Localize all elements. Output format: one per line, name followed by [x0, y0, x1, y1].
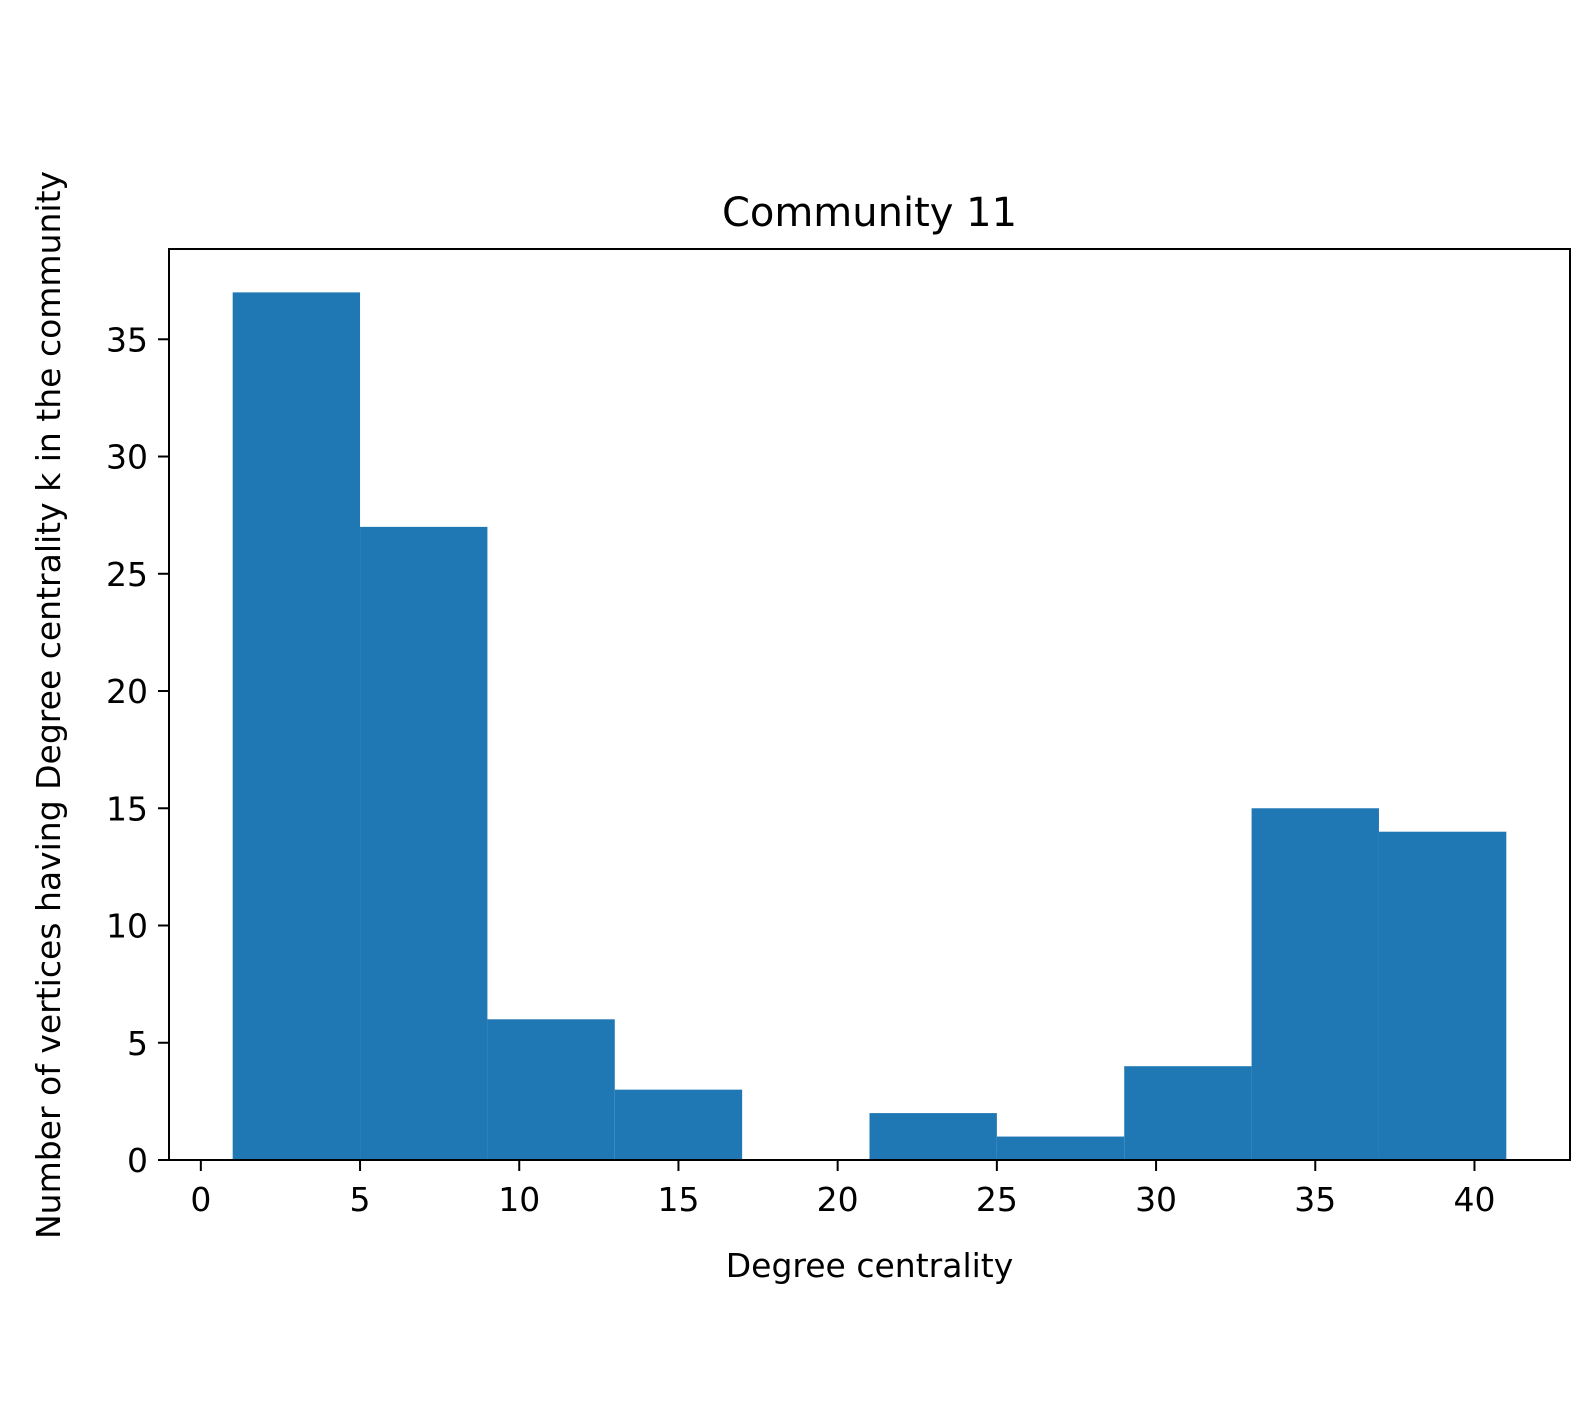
x-tick-label: 25 [976, 1180, 1018, 1219]
histogram-bar-2 [487, 1019, 615, 1160]
y-tick-label: 30 [106, 438, 148, 477]
y-axis-label: Number of vertices having Degree central… [29, 171, 68, 1239]
x-tick-label: 35 [1294, 1180, 1336, 1219]
x-tick-label: 5 [350, 1180, 371, 1219]
histogram-bar-8 [1251, 808, 1379, 1160]
x-tick-label: 0 [190, 1180, 211, 1219]
histogram-bar-0 [232, 292, 361, 1160]
y-tick-label: 0 [127, 1141, 148, 1180]
histogram-bar-6 [996, 1136, 1125, 1160]
x-tick-label: 15 [657, 1180, 699, 1219]
x-tick-label: 40 [1453, 1180, 1495, 1219]
x-ticks: 0 5 10 15 20 25 30 35 40 [190, 1160, 1495, 1219]
histogram-bar-7 [1124, 1066, 1252, 1160]
y-tick-label: 5 [127, 1024, 148, 1063]
y-tick-label: 35 [106, 320, 148, 359]
y-tick-label: 20 [106, 672, 148, 711]
y-tick-label: 10 [106, 907, 148, 946]
bars-group [232, 292, 1507, 1160]
histogram-bar-5 [869, 1113, 997, 1160]
y-ticks: 0 5 10 15 20 25 30 35 [106, 320, 169, 1180]
x-tick-label: 30 [1135, 1180, 1177, 1219]
histogram-bar-9 [1378, 831, 1507, 1160]
x-tick-label: 10 [498, 1180, 540, 1219]
plot-area-frame [168, 248, 1571, 1161]
histogram-bar-1 [360, 526, 488, 1160]
chart-title: Community 11 [722, 190, 1017, 236]
y-tick-label: 15 [106, 789, 148, 828]
y-tick-label: 25 [106, 555, 148, 594]
x-axis-label: Degree centrality [726, 1246, 1014, 1285]
x-tick-label: 20 [817, 1180, 859, 1219]
histogram-bar-3 [614, 1089, 743, 1160]
